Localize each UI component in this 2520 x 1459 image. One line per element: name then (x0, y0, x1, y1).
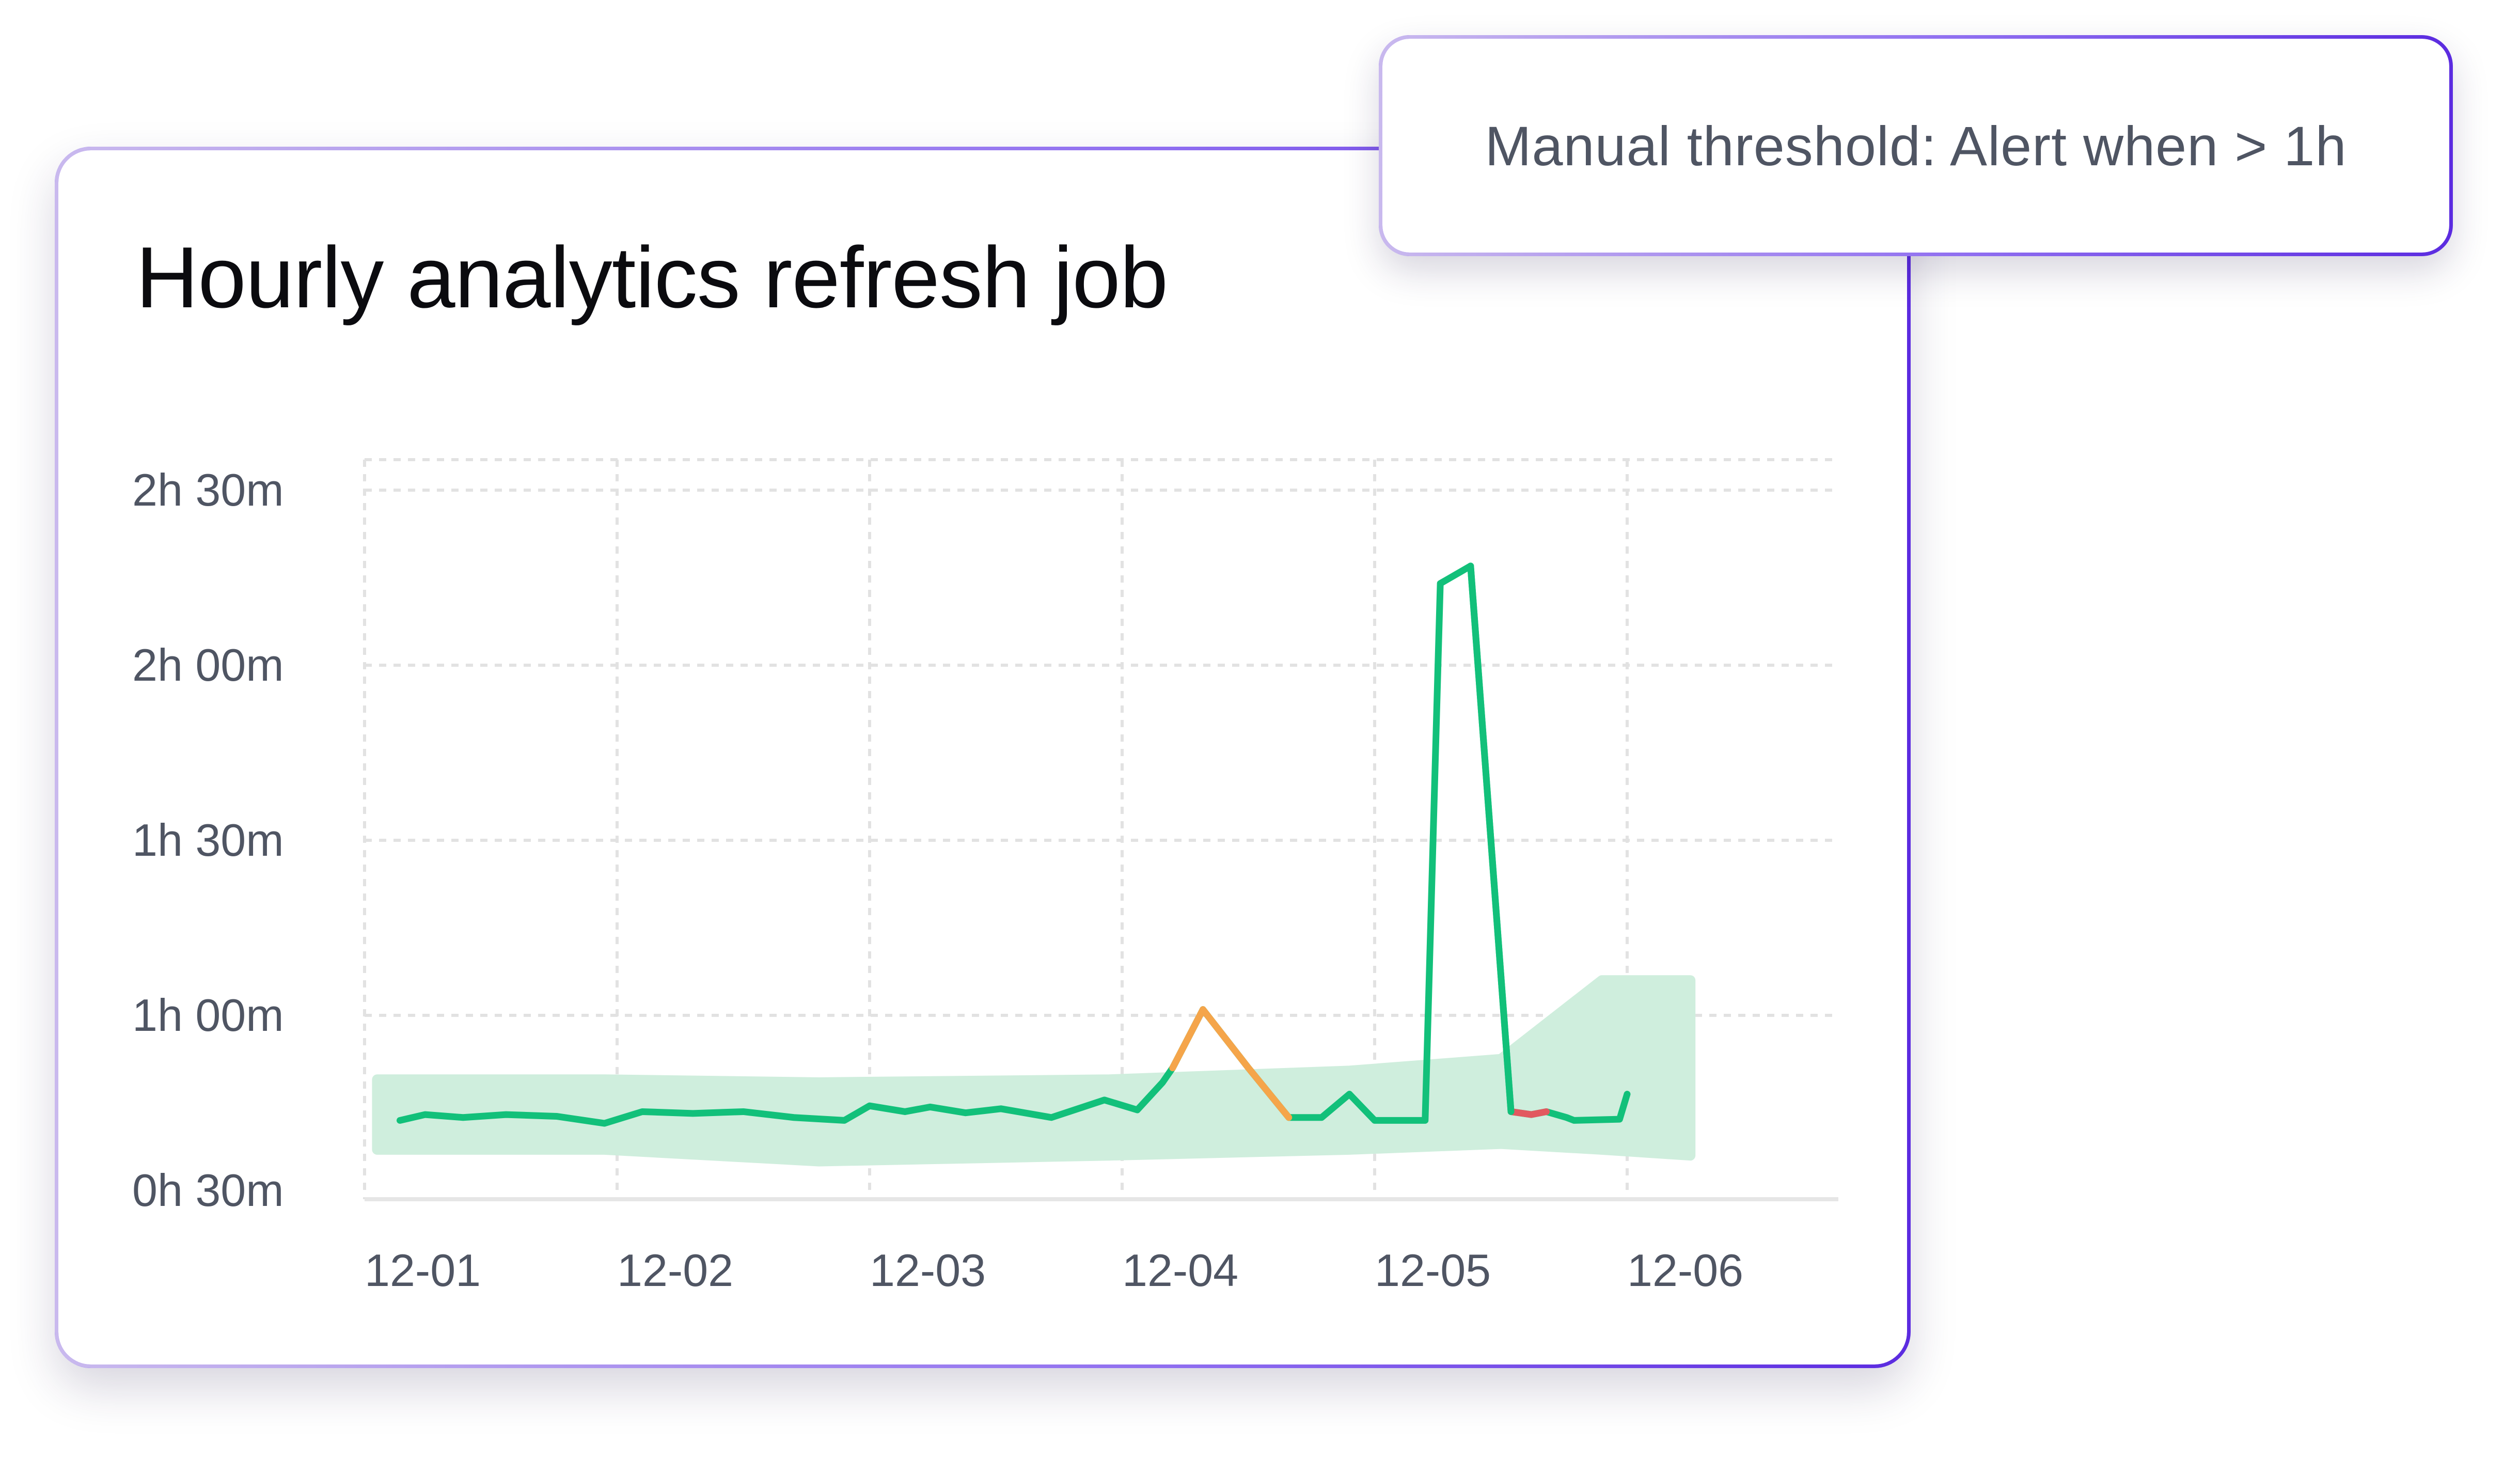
duration-line (396, 562, 1631, 1127)
series-lines (396, 562, 1631, 1127)
x-tick-label: 12-05 (1375, 1245, 1491, 1296)
y-tick-label: 0h 30m (132, 1165, 284, 1216)
y-tick-label: 1h 30m (132, 814, 284, 866)
chart-title: Hourly analytics refresh job (136, 229, 1168, 326)
alert-segment (1507, 1108, 1550, 1118)
warning-segment (1169, 1006, 1293, 1121)
x-tick-label: 12-06 (1627, 1245, 1743, 1296)
y-tick-label: 2h 00m (132, 639, 284, 691)
expected-band (372, 975, 1696, 1167)
x-tick-label: 12-02 (617, 1245, 733, 1296)
recovery-segment (1467, 562, 1515, 1115)
x-tick-label: 12-04 (1122, 1245, 1238, 1296)
x-tick-label: 12-03 (870, 1245, 986, 1296)
expected-range-band (372, 975, 1696, 1167)
tick-labels: 0h 30m 1h 00m 1h 30m 2h 00m 2h 30m 12-01 12-02… (132, 464, 1743, 1296)
threshold-tooltip-text: Manual threshold: Alert when > 1h (1485, 114, 2347, 177)
y-tick-label: 1h 00m (132, 990, 284, 1041)
threshold-tooltip: Manual threshold: Alert when > 1h (1379, 35, 2453, 256)
y-tick-label: 2h 30m (132, 464, 284, 515)
x-tick-label: 12-01 (365, 1245, 481, 1296)
